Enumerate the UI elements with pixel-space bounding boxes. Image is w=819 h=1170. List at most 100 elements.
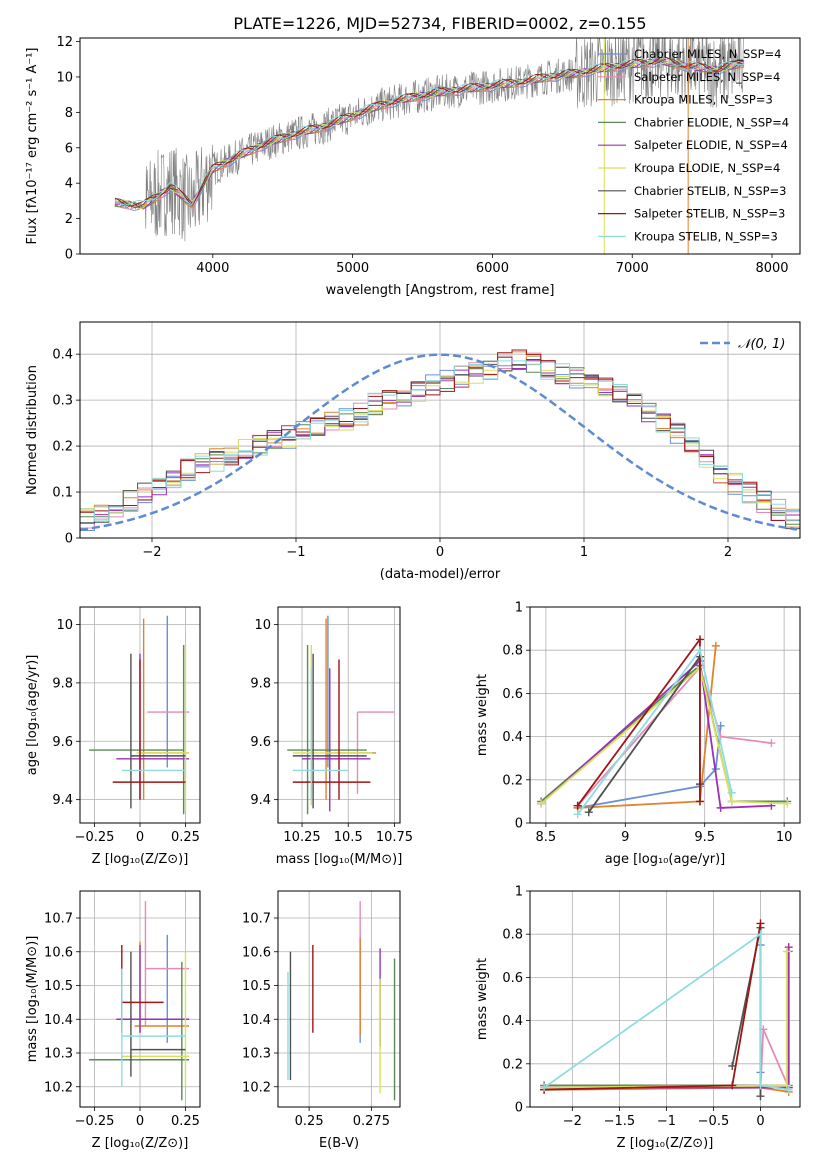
y-axis-label: mass weight [475,674,490,756]
legend-label: Chabrier MILES, N_SSP=4 [634,47,781,61]
x-axis-label: (data-model)/error [380,567,501,582]
axes-frame [529,890,801,1108]
y-tick-label: 10.3 [242,1047,271,1062]
mass-weight-point [784,943,793,952]
x-tick-label: 7000 [616,261,649,276]
y-axis-label: age [log₁₀(age/yr)] [25,655,40,776]
histogram-step-line [80,351,800,514]
model-spectrum-line [114,56,745,207]
y-tick-label: 0.4 [52,348,73,363]
x-tick-label: 0 [436,545,444,560]
x-tick-label: −1.5 [604,1114,636,1129]
plot-area [89,901,190,1101]
mass-weight-point [727,788,736,797]
x-tick-label: 0 [756,1114,764,1129]
x-tick-label: 5000 [336,261,369,276]
y-tick-label: 0.8 [502,928,523,943]
model-spectrum-line [114,58,745,208]
mass-weight-point [756,919,765,928]
x-tick-label: 2 [724,545,732,560]
y-tick-label: 0 [515,1101,523,1116]
legend-label: Kroupa MILES, N_SSP=3 [634,93,773,107]
x-tick-label: 0 [136,830,144,845]
x-tick-label: −0.25 [75,1114,115,1129]
y-tick-label: 10.2 [44,1080,73,1095]
chart-panel-5: −0.25 0 0.25 10.2 10.3 10.4 10.5 10.6 10.7 Z [log… [25,890,201,1151]
mass-weight-point [695,797,704,806]
x-tick-label: −0.5 [698,1114,730,1129]
plot-area [537,635,792,819]
y-tick-label: 8 [65,106,73,121]
x-tick-label: −1 [286,545,305,560]
x-tick-label: 0 [136,1114,144,1129]
y-tick-label: 0.4 [502,730,523,745]
y-tick-label: 10.4 [44,1013,73,1028]
y-tick-label: 10 [254,618,271,633]
x-tick-label: 9.5 [694,830,715,845]
y-tick-label: 12 [56,35,73,50]
x-tick-label: 6000 [476,261,509,276]
axes-frame [277,890,401,1108]
axes-frame [79,321,801,539]
legend-label: Chabrier STELIB, N_SSP=3 [634,184,786,198]
x-axis-label: Z [log₁₀(Z/Z⊙)] [92,1136,189,1151]
mass-weight-point [767,739,776,748]
y-tick-label: 9.4 [250,793,271,808]
y-tick-label: 0.8 [502,644,523,659]
y-tick-label: 10.5 [44,979,73,994]
plot-area [287,615,395,815]
mass-weight-point [756,930,765,939]
y-tick-label: 10.3 [44,1047,73,1062]
mass-weight-line [576,648,733,815]
chart-panel-6: 0.25 0.275 10.2 10.3 10.4 10.5 10.6 10.7 E(B-V) [242,890,401,1151]
x-axis-label: E(B-V) [319,1136,359,1151]
x-tick-label: 0.25 [171,1114,200,1129]
axes-frame [277,606,401,824]
histogram-step-line [80,356,800,531]
y-tick-label: 0.2 [502,1057,523,1072]
mass-weight-line [576,636,701,807]
mass-weight-line [540,659,772,809]
plot-area [114,38,745,254]
y-tick-label: 9.4 [52,793,73,808]
legend-label: Salpeter STELIB, N_SSP=3 [634,207,785,221]
x-tick-label: 9 [621,830,629,845]
plot-area [540,919,793,1101]
x-tick-label: −2 [142,545,161,560]
y-tick-label: 0.2 [502,773,523,788]
y-tick-label: 0 [65,248,73,263]
y-tick-label: 4 [65,177,73,192]
y-tick-label: 10.2 [242,1080,271,1095]
mass-weight-line [540,665,788,805]
chart-panel-2: −0.25 0 0.25 9.4 9.6 9.8 10 Z [log₁₀(Z/Z⊙)] age … [25,606,201,867]
x-tick-label: 10.25 [283,830,320,845]
x-tick-label: 0.25 [171,830,200,845]
model-spectrum-line [114,59,745,210]
mass-weight-point [573,810,582,819]
y-tick-label: 0.1 [52,486,73,501]
axes-frame [79,606,201,824]
mass-weight-point [584,808,593,817]
y-tick-label: 1 [515,885,523,900]
y-tick-label: 10.6 [242,945,271,960]
mass-weight-point [782,947,791,956]
x-tick-label: 8000 [755,261,788,276]
mass-weight-point [782,1081,791,1090]
y-tick-label: 0 [515,817,523,832]
x-axis-label: mass [log₁₀(M/M⊙)] [276,852,403,867]
mass-weight-point [727,797,736,806]
histogram-step-line [80,360,800,522]
mass-weight-point [540,1083,549,1092]
mass-weight-line [544,945,762,1089]
y-tick-label: 0.4 [502,1014,523,1029]
y-tick-label: 0 [65,532,73,547]
legend-label: Chabrier ELODIE, N_SSP=4 [634,115,789,129]
legend-label: Kroupa STELIB, N_SSP=3 [634,229,778,243]
x-axis-label: Z [log₁₀(Z/Z⊙)] [617,1136,714,1151]
y-axis-label: mass weight [475,958,490,1040]
y-tick-label: 0.3 [52,394,73,409]
y-tick-label: 1 [515,601,523,616]
chart-panel-4: 8.5 9 9.5 10 0 0.2 0.4 0.6 0.8 1 age [log₁₀(age/yr… [475,601,801,867]
mass-weight-point [695,635,704,644]
mass-weight-line [731,927,762,1097]
